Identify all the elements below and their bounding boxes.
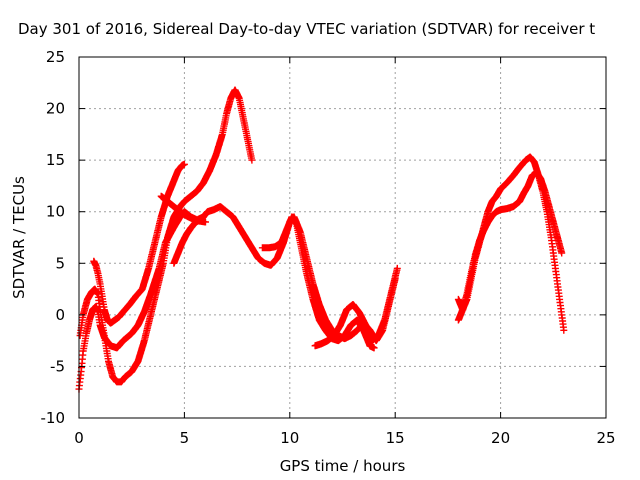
x-tick-label: 25 (596, 429, 615, 447)
data-series-3 (90, 160, 188, 327)
series-markers (90, 160, 188, 327)
series-markers (311, 264, 401, 350)
x-tick-label: 20 (491, 429, 510, 447)
data-series-6 (258, 213, 378, 352)
x-axis-label: GPS time / hours (280, 457, 406, 475)
data-series (75, 86, 568, 393)
y-tick-label: 15 (46, 151, 65, 169)
data-series-5 (170, 213, 207, 267)
y-tick-label: -5 (50, 357, 65, 375)
x-tick-label: 15 (386, 429, 405, 447)
plot-frame (78, 56, 607, 419)
series-markers (258, 213, 378, 352)
data-series-8 (454, 169, 566, 324)
y-tick-label: 0 (55, 306, 65, 324)
y-tick-label: 25 (46, 48, 65, 66)
series-markers (75, 203, 399, 393)
data-series-9 (454, 153, 568, 334)
data-series-1 (75, 203, 399, 393)
series-markers (454, 169, 566, 324)
axis-ticks: 0 5 10 15 20 25 -10 -5 0 5 10 15 20 25 (41, 48, 616, 447)
series-markers (76, 86, 256, 386)
y-tick-label: 10 (46, 203, 65, 221)
series-markers (170, 213, 207, 267)
y-tick-label: -10 (41, 409, 66, 427)
chart-title: Day 301 of 2016, Sidereal Day-to-day VTE… (18, 20, 595, 38)
y-tick-label: 20 (46, 100, 65, 118)
x-tick-label: 10 (280, 429, 299, 447)
x-tick-label: 5 (180, 429, 190, 447)
x-tick-label: 0 (74, 429, 84, 447)
series-markers (454, 153, 568, 334)
data-series-2 (76, 86, 256, 386)
y-tick-label: 5 (55, 254, 65, 272)
y-axis-label: SDTVAR / TECUs (10, 176, 28, 299)
data-series-7 (311, 264, 401, 350)
